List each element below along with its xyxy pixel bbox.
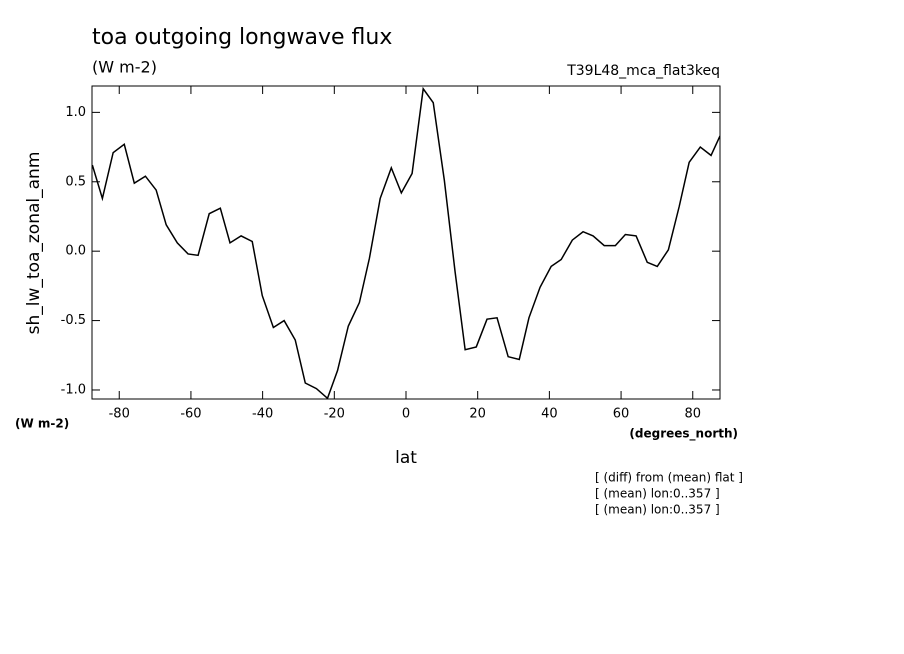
annotation: [ (diff) from (mean) flat ] <box>595 471 743 485</box>
data-line <box>92 86 720 399</box>
chart-title: toa outgoing longwave flux <box>92 25 392 50</box>
x-tick-label: 40 <box>541 407 558 422</box>
plot-frame <box>91 85 721 400</box>
y-tick-label: 0.0 <box>65 244 86 259</box>
x-tick-label: -20 <box>324 407 345 422</box>
x-axis-label: lat <box>395 448 417 468</box>
x-tick-label: 60 <box>613 407 630 422</box>
y-axis-label: sh_lw_toa_zonal_anm <box>24 152 44 335</box>
x-tick-label: 20 <box>469 407 486 422</box>
y-tick-label: 1.0 <box>65 105 86 120</box>
x-tick-label: 0 <box>402 407 410 422</box>
experiment-label: T39L48_mca_flat3keq <box>566 63 720 79</box>
y-tick-label: 0.5 <box>65 174 86 189</box>
y-tick-label: -0.5 <box>61 313 86 328</box>
chart-subtitle: (W m-2) <box>92 58 157 77</box>
x-tick-label: -60 <box>180 407 201 422</box>
x-units: (degrees_north) <box>629 427 738 442</box>
y-tick-label: -1.0 <box>61 382 86 397</box>
x-tick-label: -40 <box>252 407 273 422</box>
annotation: [ (mean) lon:0..357 ] <box>595 503 720 517</box>
x-tick-label: 80 <box>684 407 701 422</box>
annotation: [ (mean) lon:0..357 ] <box>595 487 720 501</box>
x-tick-label: -80 <box>109 407 130 422</box>
y-units: (W m-2) <box>15 417 69 431</box>
